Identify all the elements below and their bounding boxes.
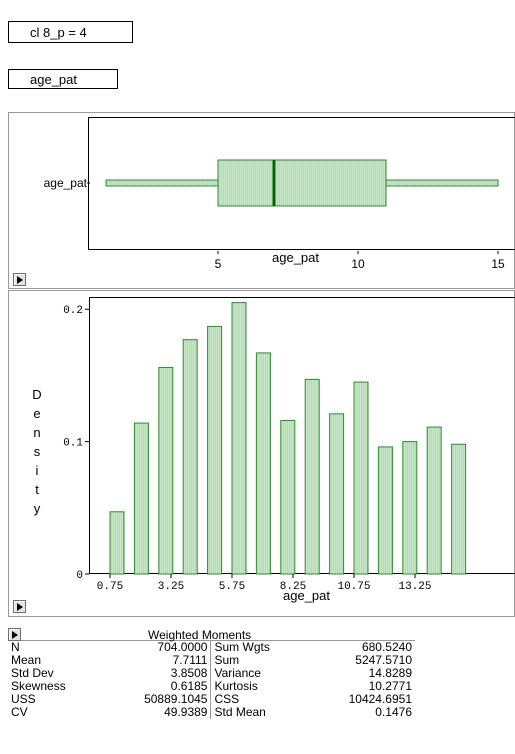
histogram-bar bbox=[231, 302, 247, 575]
boxplot-box bbox=[217, 159, 387, 207]
histogram-bar bbox=[451, 443, 467, 575]
histogram-x-tick-label: 3.25 bbox=[158, 581, 184, 593]
histogram-bar bbox=[329, 413, 345, 575]
histogram-bar bbox=[402, 441, 418, 575]
histogram-bar bbox=[109, 511, 125, 575]
moments-label: Std Mean bbox=[214, 705, 266, 719]
histogram-bar bbox=[158, 366, 174, 575]
group-title: cl 8_p = 4 bbox=[30, 25, 87, 40]
histogram-y-label-letter: i bbox=[35, 463, 39, 478]
boxplot-lower-whisker bbox=[105, 179, 219, 187]
boxplot-x-tick-label: 15 bbox=[491, 257, 505, 271]
moments-value: 10.2771 bbox=[368, 679, 412, 693]
histogram-x-tick-label: 5.75 bbox=[219, 581, 245, 593]
boxplot-upper-whisker bbox=[385, 179, 499, 187]
moments-label: Kurtosis bbox=[214, 679, 258, 693]
histogram-y-label-letter: s bbox=[33, 444, 41, 459]
histogram-x-axis-label: age_pat bbox=[283, 588, 330, 603]
histogram-svg: 0.2 0.1 0 0.75 3.25 5.75 8.25 10.75 13.25 bbox=[63, 302, 467, 593]
histogram-bar bbox=[133, 422, 149, 575]
histogram-y-label-letter: n bbox=[33, 425, 41, 440]
moments-value: 680.5240 bbox=[361, 640, 412, 654]
histogram-y-tick-label: 0.2 bbox=[63, 305, 83, 317]
moments-value: 0.6185 bbox=[102, 680, 212, 693]
moments-value: 14.8289 bbox=[368, 666, 412, 680]
moments-row: Skewness 0.6185 Kurtosis 10.2771 bbox=[8, 680, 415, 693]
histogram-bar bbox=[426, 426, 442, 575]
boxplot-svg: age_pat 5 10 15 bbox=[44, 159, 505, 271]
moments-table: N 704.0000 Sum Wgts 680.5240 Mean 7.7111 Sum 52… bbox=[8, 641, 415, 719]
boxplot-panel: age_pat 5 10 15 age_pat bbox=[8, 112, 515, 289]
moments-label: Std Dev bbox=[11, 666, 54, 680]
histogram-bar bbox=[304, 378, 320, 575]
moments-row: N 704.0000 Sum Wgts 680.5240 bbox=[8, 641, 415, 654]
moments-label: CSS bbox=[214, 692, 240, 706]
moments-label: N bbox=[11, 640, 20, 654]
moments-row: USS 50889.1045 CSS 10424.6951 bbox=[8, 693, 415, 706]
variable-title-box bbox=[8, 69, 118, 89]
histogram-y-label-letter: e bbox=[33, 406, 41, 421]
histogram-x-tick-label: 10.75 bbox=[337, 581, 370, 593]
histogram-y-label-letter: t bbox=[35, 482, 39, 497]
moments-value: 0.1476 bbox=[375, 705, 412, 719]
histogram-y-tick-label: 0 bbox=[76, 570, 83, 582]
histogram-x-tick-label: 0.75 bbox=[97, 581, 123, 593]
histogram-bar bbox=[353, 381, 369, 575]
boxplot-y-category: age_pat bbox=[44, 176, 88, 190]
moments-value: 704.0000 bbox=[102, 641, 212, 654]
histogram-y-label-letter: D bbox=[32, 387, 42, 402]
group-title-box bbox=[8, 21, 133, 43]
moments-row: Std Dev 3.8508 Variance 14.8289 bbox=[8, 667, 415, 680]
moments-value: 7.7111 bbox=[102, 654, 212, 667]
moments-row: Mean 7.7111 Sum 5247.5710 bbox=[8, 654, 415, 667]
histogram-bar bbox=[280, 419, 296, 575]
moments-value: 5247.5710 bbox=[355, 653, 412, 667]
moments-label: CV bbox=[11, 705, 28, 719]
boxplot-menu-button[interactable] bbox=[13, 273, 26, 286]
moments-value: 49.9389 bbox=[102, 706, 212, 719]
moments-label: USS bbox=[11, 692, 36, 706]
moments-value: 10424.6951 bbox=[348, 692, 412, 706]
boxplot-x-tick-label: 5 bbox=[215, 257, 222, 271]
histogram-bar bbox=[182, 339, 198, 575]
histogram-bar bbox=[255, 352, 271, 575]
moments-value: 50889.1045 bbox=[102, 693, 212, 706]
histogram-plot-area bbox=[89, 297, 515, 574]
histogram-bar bbox=[377, 446, 393, 575]
moments-label: Variance bbox=[214, 666, 261, 680]
moments-label: Sum Wgts bbox=[214, 640, 270, 654]
moments-header: Weighted Moments bbox=[8, 628, 415, 642]
moments-title: Weighted Moments bbox=[148, 628, 252, 642]
boxplot-x-axis-label: age_pat bbox=[272, 250, 319, 265]
histogram-bar bbox=[207, 325, 223, 575]
histogram-menu-button[interactable] bbox=[13, 600, 26, 613]
histogram-y-tick-label: 0.1 bbox=[63, 438, 83, 450]
boxplot-x-tick-label: 10 bbox=[351, 257, 365, 271]
moments-expand-button[interactable] bbox=[8, 628, 21, 641]
moments-label: Skewness bbox=[11, 679, 66, 693]
moments-row: CV 49.9389 Std Mean 0.1476 bbox=[8, 706, 415, 719]
moments-value: 3.8508 bbox=[102, 667, 212, 680]
moments-label: Mean bbox=[11, 653, 42, 667]
moments-label: Sum bbox=[214, 653, 240, 667]
histogram-x-tick-label: 8.25 bbox=[280, 581, 306, 593]
histogram-y-label-letter: y bbox=[33, 501, 41, 516]
variable-title: age_pat bbox=[30, 72, 77, 87]
histogram-x-tick-label: 13.25 bbox=[398, 581, 431, 593]
